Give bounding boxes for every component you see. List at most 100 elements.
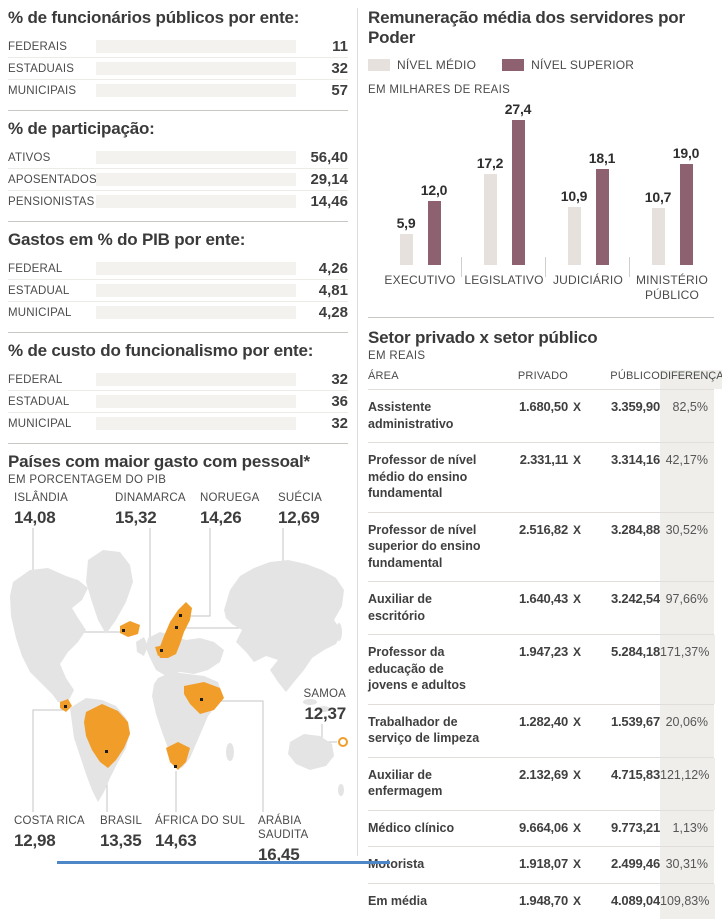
table-row: Professor da educação de jovens e adulto… (368, 634, 714, 704)
bar-row-value: 32 (296, 371, 348, 388)
section-map: Países com maior gasto com pessoal* EM P… (8, 452, 348, 850)
bar-track (96, 84, 296, 97)
cell-publico: 3.284,88 (586, 513, 660, 582)
cell-area: Médico clínico (368, 811, 492, 847)
map-label-brasil: BRASIL 13,35 (100, 815, 142, 851)
cell-x: X (568, 884, 586, 919)
bar-value-label: 17,2 (477, 155, 503, 171)
cell-diferenca: 20,06% (660, 705, 714, 757)
map-label-suecia: SUÉCIA 12,69 (278, 492, 322, 528)
country-name: ÁFRICA DO SUL (155, 815, 245, 829)
bar-column: 19,0 (680, 164, 693, 265)
section-divider (8, 443, 348, 444)
section-title: Gastos em % do PIB por ente: (8, 230, 348, 250)
cell-diferenca: 121,12% (660, 758, 715, 810)
bar-column: 12,0 (428, 201, 441, 265)
cell-diferenca: 42,17% (660, 443, 714, 512)
cell-privado: 1.640,43 (492, 582, 568, 634)
bar-column: 17,2 (484, 174, 497, 265)
map-label-dinamarca: DINAMARCA 15,32 (115, 492, 186, 528)
bar-nivel-medio (568, 207, 581, 265)
cell-privado: 1.918,07 (492, 847, 568, 883)
bar-track (96, 62, 296, 75)
cell-x: X (568, 847, 586, 883)
cell-area: Auxiliar de escritório (368, 582, 492, 634)
bar-row-label: ESTADUAL (8, 285, 96, 297)
cell-privado: 1.680,50 (492, 390, 568, 442)
cell-area: Professor da educação de jovens e adulto… (368, 635, 492, 704)
header-area: ÁREA (368, 370, 492, 389)
legend-item-nivel-superior: NÍVEL SUPERIOR (502, 58, 634, 72)
bar-nivel-superior (596, 169, 609, 265)
greenland-shape (86, 550, 133, 634)
bar-row: MUNICIPAL 4,28 (8, 302, 348, 323)
section-divider (8, 221, 348, 222)
country-value: 14,08 (14, 508, 68, 528)
bar-row-value: 11 (296, 38, 348, 55)
bar-group-judiciario: 10,9 18,1 (546, 100, 630, 265)
legend-swatch-light (368, 59, 390, 71)
cell-diferenca: 30,52% (660, 513, 714, 582)
cell-diferenca: 109,83% (660, 884, 715, 919)
australia-shape (288, 734, 334, 770)
bar-nivel-superior (680, 164, 693, 265)
bar-row-value: 4,81 (296, 282, 348, 299)
cell-publico: 3.314,16 (586, 443, 660, 512)
bar-track (96, 284, 296, 297)
map-label-samoa: SAMOA 12,37 (303, 688, 346, 724)
bar-row-value: 56,40 (296, 149, 348, 166)
column-divider (357, 8, 358, 856)
table-header-row: ÁREA PRIVADO PÚBLICO DIFERENÇA (368, 370, 714, 389)
cell-diferenca: 30,31% (660, 847, 714, 883)
bar-row: ESTADUAL 36 (8, 391, 348, 413)
cell-area: Auxiliar de enfermagem (368, 758, 492, 810)
bar-track (96, 306, 296, 319)
bar-column: 10,9 (568, 207, 581, 265)
bar-row-label: MUNICIPAL (8, 418, 96, 430)
bar-row-value: 32 (296, 60, 348, 77)
bar-track (96, 262, 296, 275)
bar-row-label: FEDERAIS (8, 41, 96, 53)
country-value: 15,32 (115, 508, 186, 528)
bar-row-label: FEDERAL (8, 374, 96, 386)
madagascar-shape (226, 743, 234, 761)
bar-group-ministerio-publico: 10,7 19,0 (630, 100, 714, 265)
map-subtitle: EM PORCENTAGEM DO PIB (8, 474, 348, 486)
chart-title: Remuneração média dos servidores por Pod… (368, 8, 714, 48)
cell-x: X (568, 705, 586, 757)
table-row: Professor de nível superior do ensino fu… (368, 512, 714, 582)
cell-x: X (568, 513, 586, 582)
bar-column: 27,4 (512, 120, 525, 265)
chart-legend: NÍVEL MÉDIO NÍVEL SUPERIOR (368, 58, 714, 72)
section-title: % de funcionários públicos por ente: (8, 8, 348, 28)
japan-shape (336, 623, 342, 641)
cell-x: X (568, 390, 586, 442)
map-label-arabia-saudita: ARÁBIA SAUDITA 16,45 (258, 815, 348, 865)
bar-value-label: 19,0 (673, 145, 699, 161)
section-participacao: % de participação: ATIVOS 56,40 APOSENTA… (8, 119, 348, 222)
axis-label-legislativo: LEGISLATIVO (462, 273, 546, 303)
right-column: Remuneração média dos servidores por Pod… (368, 4, 714, 919)
chart-unit-label: EM MILHARES DE REAIS (368, 84, 714, 96)
country-value: 14,26 (200, 508, 260, 528)
north-america-shape (10, 568, 88, 704)
cell-diferenca: 171,37% (660, 635, 715, 704)
bar-value-label: 5,9 (397, 215, 416, 231)
section-funcionarios: % de funcionários públicos por ente: FED… (8, 8, 348, 111)
cell-x: X (568, 811, 586, 847)
bar-row: ESTADUAIS 32 (8, 58, 348, 80)
country-value: 12,37 (303, 704, 346, 724)
section-divider (8, 110, 348, 111)
country-name: COSTA RICA (14, 815, 85, 829)
bar-row: APOSENTADOS 29,14 (8, 169, 348, 191)
bar-row-label: ESTADUAL (8, 396, 96, 408)
map-label-africa-do-sul: ÁFRICA DO SUL 14,63 (155, 815, 245, 851)
bar-track (96, 173, 296, 186)
bar-track (96, 195, 296, 208)
section-divider (8, 332, 348, 333)
cell-publico: 3.242,54 (586, 582, 660, 634)
bar-row-value: 4,26 (296, 260, 348, 277)
legend-label: NÍVEL MÉDIO (397, 58, 476, 72)
cell-x: X (568, 443, 586, 512)
cell-publico: 2.499,46 (586, 847, 660, 883)
